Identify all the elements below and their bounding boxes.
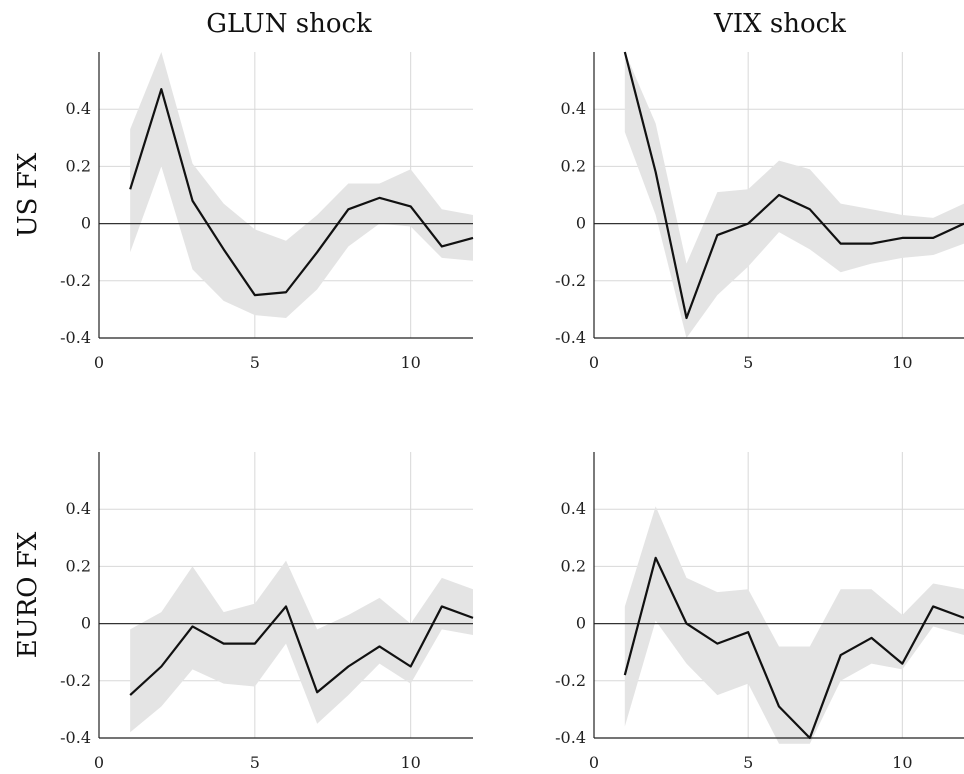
impulse-response-line [623, 556, 964, 740]
x-tick-label: 10 [400, 353, 420, 372]
y-tick-label: 0.4 [561, 499, 586, 518]
panel-euro-fx-glun: 0 5 10 -0.4 -0.2 0 0.2 0.4 [60, 452, 474, 772]
column-title-glun: GLUN shock [206, 9, 372, 39]
x-tick-label: 0 [589, 353, 599, 372]
row-title-us-fx: US FX [13, 152, 43, 237]
y-tick-label: -0.4 [555, 328, 586, 347]
y-tick-label: -0.4 [60, 728, 91, 747]
confidence-band [130, 52, 473, 318]
x-tick-label: 5 [250, 753, 260, 772]
y-tick-label: 0 [81, 614, 91, 633]
x-tick-label: 5 [743, 753, 753, 772]
x-tick-label: 10 [400, 753, 420, 772]
x-tick-label: 10 [892, 353, 912, 372]
x-tick-label: 0 [94, 753, 104, 772]
impulse-response-line [623, 51, 964, 320]
confidence-band [624, 506, 964, 744]
row-title-euro-fx: EURO FX [13, 531, 43, 658]
y-tick-label: 0 [576, 614, 586, 633]
confidence-band [624, 52, 964, 338]
x-tick-label: 0 [94, 353, 104, 372]
impulse-response-line [129, 605, 474, 696]
y-tick-label: 0.4 [66, 99, 91, 118]
y-tick-label: -0.4 [555, 728, 586, 747]
x-tick-label: 5 [250, 353, 260, 372]
y-tick-label: 0.4 [66, 499, 91, 518]
x-tick-label: 5 [743, 353, 753, 372]
panel-us-fx-vix: 0 5 10 -0.4 -0.2 0 0.2 0.4 [555, 51, 964, 372]
x-tick-label: 10 [892, 753, 912, 772]
y-tick-label: -0.2 [60, 271, 91, 290]
panel-us-fx-glun: 0 5 10 -0.4 -0.2 0 0.2 0.4 [60, 52, 474, 372]
y-tick-label: -0.2 [555, 671, 586, 690]
y-tick-label: 0 [81, 214, 91, 233]
column-title-vix: VIX shock [713, 9, 846, 39]
x-tick-label: 0 [589, 753, 599, 772]
panel-euro-fx-vix: 0 5 10 -0.4 -0.2 0 0.2 0.4 [555, 452, 964, 772]
y-tick-label: 0.2 [561, 556, 586, 575]
y-tick-label: 0.2 [66, 156, 91, 175]
y-tick-label: -0.2 [60, 671, 91, 690]
y-tick-label: -0.2 [555, 271, 586, 290]
y-tick-label: 0.2 [561, 156, 586, 175]
y-tick-label: 0.4 [561, 99, 586, 118]
y-tick-label: 0.2 [66, 556, 91, 575]
y-tick-label: 0 [576, 214, 586, 233]
y-tick-label: -0.4 [60, 328, 91, 347]
impulse-response-line [129, 88, 474, 297]
